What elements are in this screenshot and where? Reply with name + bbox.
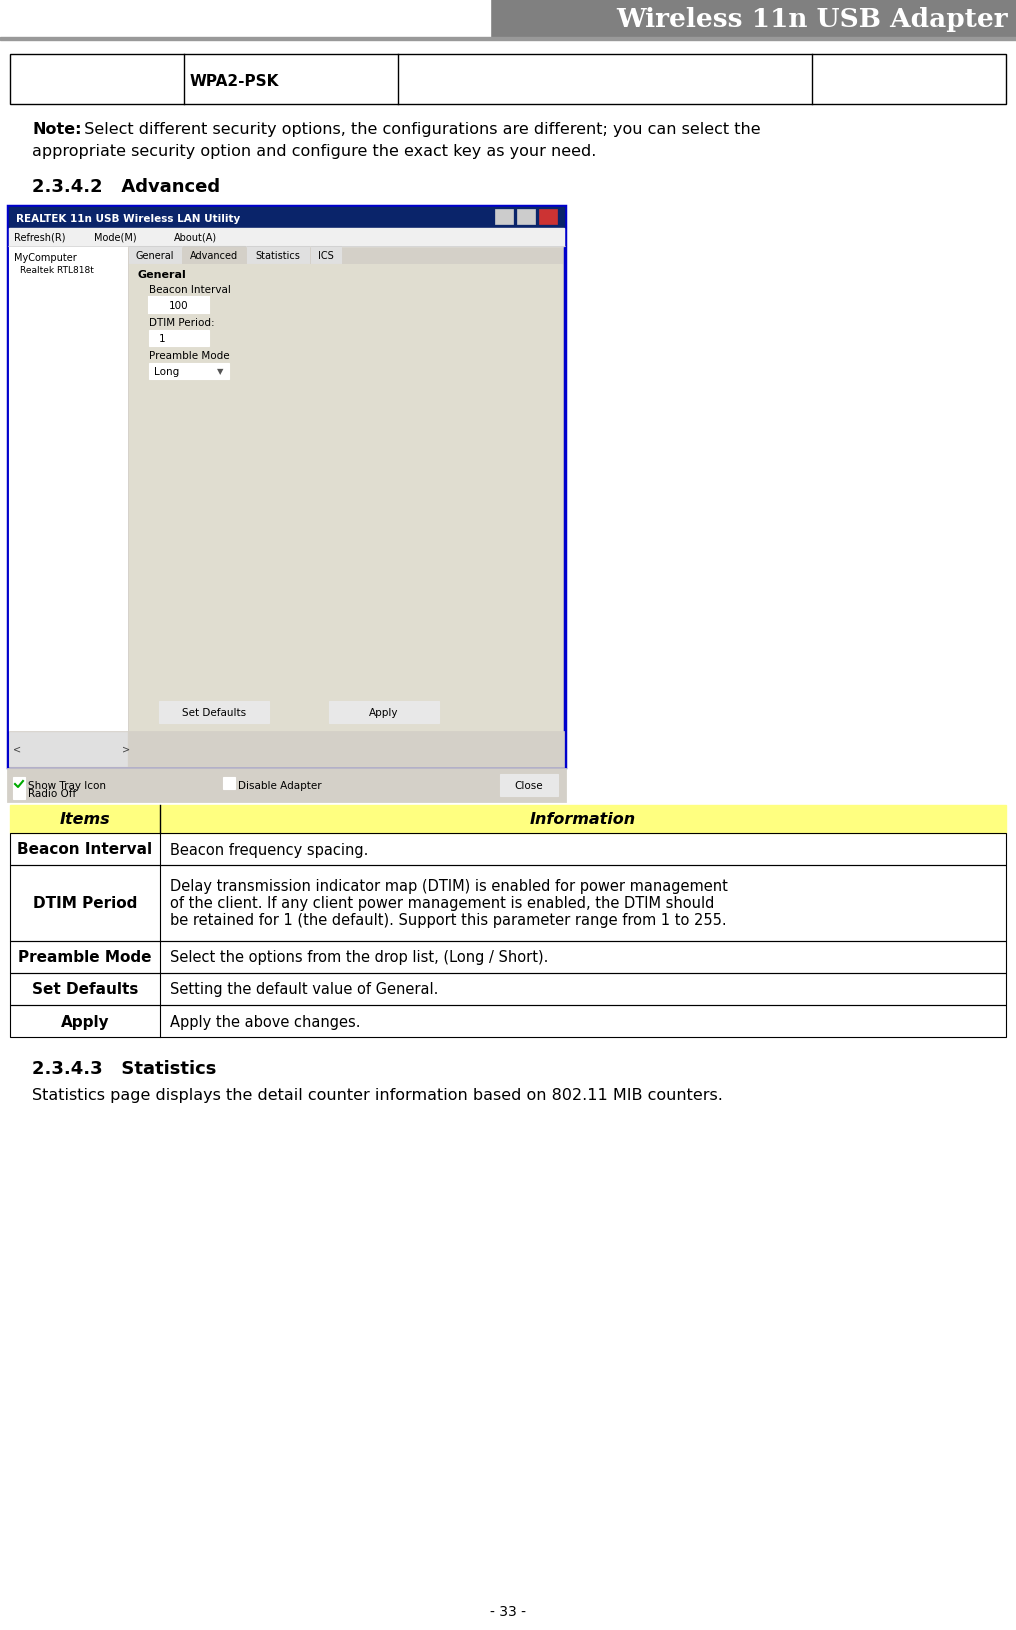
- Bar: [183, 246, 245, 264]
- Text: About(A): About(A): [174, 233, 217, 243]
- Bar: [129, 246, 181, 264]
- Text: 1: 1: [158, 334, 166, 344]
- Text: DTIM Period: DTIM Period: [33, 897, 137, 911]
- Text: ▼: ▼: [217, 367, 224, 377]
- Text: 2.3.4.2   Advanced: 2.3.4.2 Advanced: [31, 178, 220, 196]
- Text: Advanced: Advanced: [190, 251, 238, 261]
- Bar: [9, 732, 127, 766]
- Text: 100: 100: [170, 302, 189, 311]
- Text: Long: Long: [154, 367, 179, 377]
- Text: <: <: [13, 745, 21, 755]
- Text: Apply the above changes.: Apply the above changes.: [170, 1014, 361, 1029]
- Bar: [158, 701, 269, 724]
- Text: WPA2-PSK: WPA2-PSK: [189, 73, 278, 88]
- Bar: [149, 298, 209, 315]
- Text: be retained for 1 (the default). Support this parameter range from 1 to 255.: be retained for 1 (the default). Support…: [170, 913, 726, 927]
- Bar: [0, 0, 490, 37]
- Text: Disable Adapter: Disable Adapter: [238, 781, 322, 791]
- Text: Apply: Apply: [369, 707, 398, 717]
- Text: ICS: ICS: [318, 251, 334, 261]
- Text: Set Defaults: Set Defaults: [182, 707, 246, 717]
- Text: Select the options from the drop list, (Long / Short).: Select the options from the drop list, (…: [170, 950, 549, 965]
- Text: Wireless 11n USB Adapter: Wireless 11n USB Adapter: [617, 7, 1008, 31]
- Text: Items: Items: [60, 812, 111, 826]
- Text: Statistics: Statistics: [256, 251, 301, 261]
- Text: REALTEK 11n USB Wireless LAN Utility: REALTEK 11n USB Wireless LAN Utility: [16, 215, 240, 225]
- Text: Set Defaults: Set Defaults: [31, 981, 138, 998]
- Bar: [10, 805, 1006, 833]
- Bar: [9, 732, 564, 768]
- Bar: [149, 363, 229, 380]
- Text: General: General: [136, 251, 175, 261]
- Text: Radio Off: Radio Off: [28, 789, 76, 799]
- Text: DTIM Period:: DTIM Period:: [149, 318, 214, 328]
- Bar: [149, 331, 209, 347]
- Text: Mode(M): Mode(M): [94, 233, 136, 243]
- Bar: [329, 701, 439, 724]
- Text: - 33 -: - 33 -: [490, 1604, 526, 1619]
- Text: Note:: Note:: [31, 122, 81, 137]
- Text: of the client. If any client power management is enabled, the DTIM should: of the client. If any client power manag…: [170, 897, 714, 911]
- Bar: [129, 264, 562, 732]
- Bar: [8, 769, 565, 802]
- Bar: [9, 228, 564, 246]
- Text: Information: Information: [530, 812, 636, 826]
- Text: Refresh(R): Refresh(R): [14, 233, 65, 243]
- Bar: [0, 37, 1016, 41]
- Bar: [9, 246, 127, 732]
- Bar: [10, 1006, 1006, 1037]
- Text: Preamble Mode: Preamble Mode: [18, 950, 151, 965]
- Text: General: General: [137, 271, 186, 280]
- Bar: [10, 833, 1006, 866]
- Bar: [517, 210, 535, 225]
- Bar: [10, 55, 1006, 104]
- Bar: [10, 973, 1006, 1006]
- Text: Close: Close: [515, 781, 544, 791]
- Text: 2.3.4.3   Statistics: 2.3.4.3 Statistics: [31, 1060, 216, 1077]
- Text: Realtek RTL818t: Realtek RTL818t: [20, 266, 93, 275]
- Bar: [539, 210, 557, 225]
- Bar: [500, 774, 558, 797]
- Text: appropriate security option and configure the exact key as your need.: appropriate security option and configur…: [31, 143, 596, 158]
- Text: Delay transmission indicator map (DTIM) is enabled for power management: Delay transmission indicator map (DTIM) …: [170, 879, 727, 893]
- Text: MyComputer: MyComputer: [14, 253, 77, 262]
- Bar: [8, 207, 565, 768]
- Text: Select different security options, the configurations are different; you can sel: Select different security options, the c…: [74, 122, 761, 137]
- Bar: [13, 778, 25, 789]
- Text: Setting the default value of General.: Setting the default value of General.: [170, 981, 438, 998]
- Bar: [311, 246, 341, 264]
- Text: Beacon Interval: Beacon Interval: [17, 843, 152, 857]
- Bar: [10, 866, 1006, 942]
- Text: Show Tray Icon: Show Tray Icon: [28, 781, 106, 791]
- Bar: [13, 787, 25, 799]
- Text: Beacon frequency spacing.: Beacon frequency spacing.: [170, 843, 369, 857]
- Text: Beacon Interval: Beacon Interval: [149, 285, 231, 295]
- Text: Statistics page displays the detail counter information based on 802.11 MIB coun: Statistics page displays the detail coun…: [31, 1087, 722, 1102]
- Bar: [9, 209, 564, 228]
- Text: >: >: [122, 745, 130, 755]
- Bar: [0, 0, 1016, 37]
- Bar: [10, 942, 1006, 973]
- Text: Preamble Mode: Preamble Mode: [149, 350, 230, 360]
- Bar: [247, 246, 309, 264]
- Bar: [223, 778, 235, 789]
- Text: Apply: Apply: [61, 1014, 110, 1029]
- Bar: [495, 210, 513, 225]
